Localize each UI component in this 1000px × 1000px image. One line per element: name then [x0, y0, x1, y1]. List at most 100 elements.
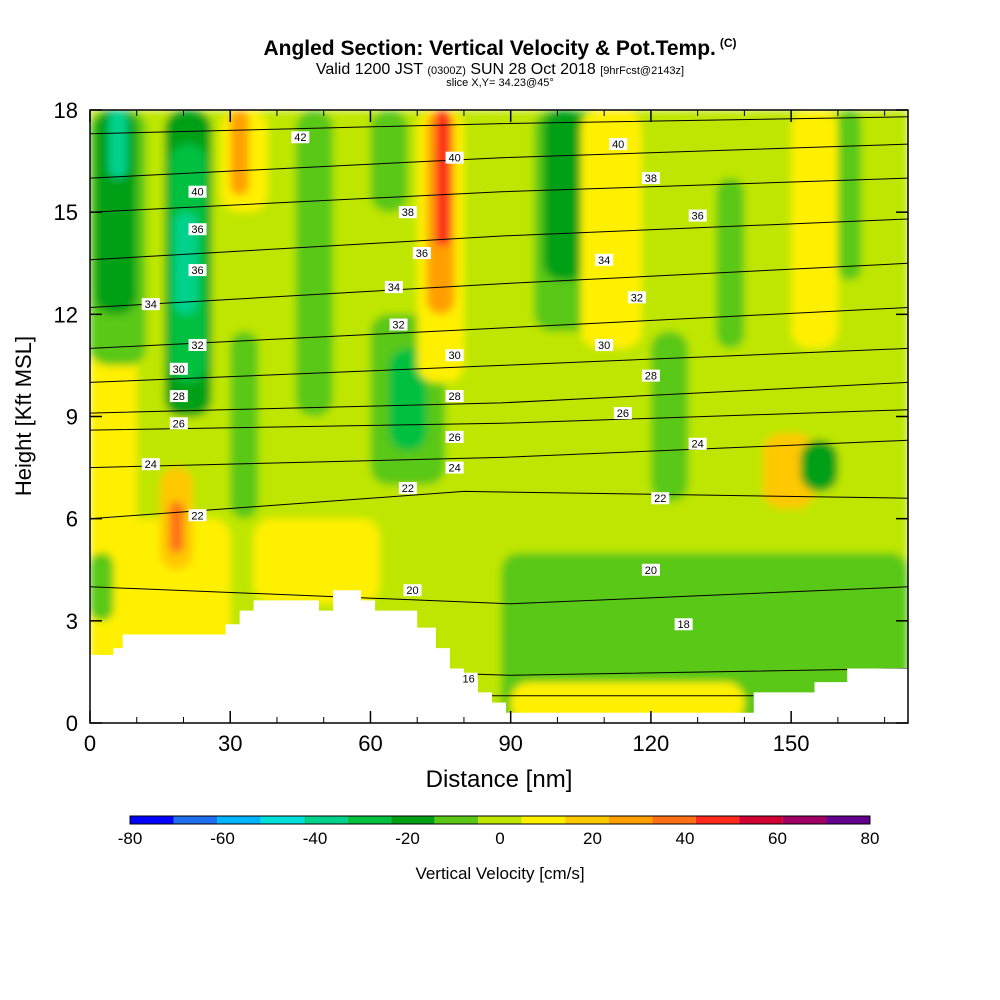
x-tick-label: 60	[358, 731, 382, 756]
contour-label-text: 36	[692, 211, 704, 223]
contour-label-text: 34	[598, 255, 610, 267]
y-tick-label: 6	[66, 507, 78, 532]
contour-label-bg	[412, 247, 431, 260]
velocity-region	[230, 110, 249, 196]
contour-label: 24	[688, 437, 707, 451]
contour-label-bg	[188, 264, 207, 277]
contour-label-bg	[398, 206, 417, 219]
plot-area: 42 40 40 38 40 38 36 36 36 34 36 34 32 34 32 30 32 30 30 28…	[90, 110, 908, 723]
valid-time-date: SUN 28 Oct 2018	[470, 61, 596, 78]
contour-label-text: 26	[173, 418, 185, 430]
y-tick-label: 3	[66, 609, 78, 634]
velocity-region	[580, 110, 642, 349]
colorbar-swatch	[521, 816, 566, 824]
contour-label-text: 34	[145, 299, 157, 311]
contour-label-bg	[609, 138, 628, 151]
chart-title: Angled Section: Vertical Velocity & Pot.…	[0, 36, 1000, 61]
contour-label-bg	[169, 362, 188, 375]
contour-label-text: 36	[416, 248, 428, 260]
contour-label: 34	[384, 281, 403, 294]
velocity-region	[169, 501, 184, 553]
x-tick-label: 0	[84, 731, 96, 756]
contour-line-32	[90, 307, 908, 349]
contour-label-bg	[169, 390, 188, 403]
velocity-region	[463, 518, 908, 553]
contour-line-42	[90, 116, 908, 135]
colorbar-swatch	[217, 816, 261, 824]
colorbar-swatch	[782, 816, 827, 824]
velocity-region	[716, 178, 745, 349]
contour-label-bg	[141, 458, 160, 471]
chart-title-suffix: (C)	[719, 36, 737, 50]
colorbar-tick-label: 20	[583, 829, 602, 848]
contour-label: 16	[459, 672, 478, 686]
velocity-region	[501, 586, 614, 645]
contour-label-text: 32	[392, 320, 404, 332]
valid-time-utc: (0300Z)	[427, 65, 466, 77]
contour-label-bg	[688, 209, 707, 222]
velocity-region	[108, 110, 128, 179]
contour-label-text: 32	[191, 340, 203, 352]
contour-label: 28	[169, 390, 188, 403]
colorbar-swatch	[695, 816, 740, 824]
contour-label: 22	[651, 492, 670, 505]
contour-line-40	[90, 143, 908, 179]
contour-label: 20	[641, 563, 660, 577]
colorbar-swatch	[739, 816, 783, 824]
velocity-region	[295, 110, 334, 417]
contour-label: 38	[641, 172, 660, 185]
contour-label-bg	[688, 437, 707, 450]
y-tick-label: 9	[66, 405, 78, 430]
contour-label: 32	[188, 338, 207, 352]
contour-label-bg	[389, 318, 408, 331]
contour-label: 32	[389, 318, 408, 332]
contour-label-text: 30	[598, 340, 610, 352]
contour-label: 30	[445, 349, 464, 362]
contour-label: 22	[188, 509, 207, 522]
colorbar-swatch	[826, 816, 870, 824]
contour-label: 34	[141, 298, 160, 311]
x-tick-label: 90	[498, 731, 522, 756]
colorbar-label: Vertical Velocity [cm/s]	[415, 864, 585, 883]
contour-label: 24	[141, 458, 160, 471]
x-axis: 0 30 60 90 120 150	[84, 110, 886, 756]
contour-label-text: 30	[173, 364, 185, 376]
x-tick-label: 150	[773, 731, 810, 756]
contour-label-text: 38	[645, 173, 657, 185]
x-tick-label: 30	[218, 731, 242, 756]
contour-line-24	[90, 439, 908, 469]
contour-label-bg	[141, 298, 160, 311]
y-axis-label: Height [Kft MSL]	[11, 335, 36, 497]
velocity-region	[800, 440, 838, 492]
y-tick-label: 18	[54, 98, 78, 123]
colorbar-swatch	[347, 816, 392, 824]
contour-label-bg	[641, 172, 660, 185]
contour-label-text: 28	[448, 391, 460, 403]
contour-label-bg	[674, 618, 693, 631]
velocity-region	[230, 331, 259, 519]
colorbar-swatch	[130, 816, 174, 824]
contour-label-text: 34	[388, 282, 400, 294]
velocity-region	[463, 110, 492, 281]
contour-label-bg	[398, 482, 417, 495]
contour-label-bg	[613, 407, 632, 420]
contour-label-bg	[445, 151, 464, 164]
contour-label-bg	[445, 390, 464, 403]
contour-label-bg	[188, 223, 207, 236]
contour-label-bg	[188, 185, 207, 198]
forecast-info: [9hrFcst@2143z]	[600, 65, 685, 77]
x-tick-label: 120	[633, 731, 670, 756]
contour-label-bg	[445, 461, 464, 474]
contour-label-bg	[445, 430, 464, 443]
contour-label: 26	[613, 407, 632, 420]
contour-label-text: 22	[402, 483, 414, 495]
terrain	[90, 590, 908, 723]
contour-label-text: 24	[145, 459, 157, 471]
contour-label-text: 36	[191, 265, 203, 277]
contour-line-28	[90, 381, 908, 414]
contour-label-bg	[384, 281, 403, 294]
contour-label-text: 40	[612, 139, 624, 151]
contour-line-30	[90, 347, 908, 383]
colorbar-frame	[129, 815, 871, 825]
